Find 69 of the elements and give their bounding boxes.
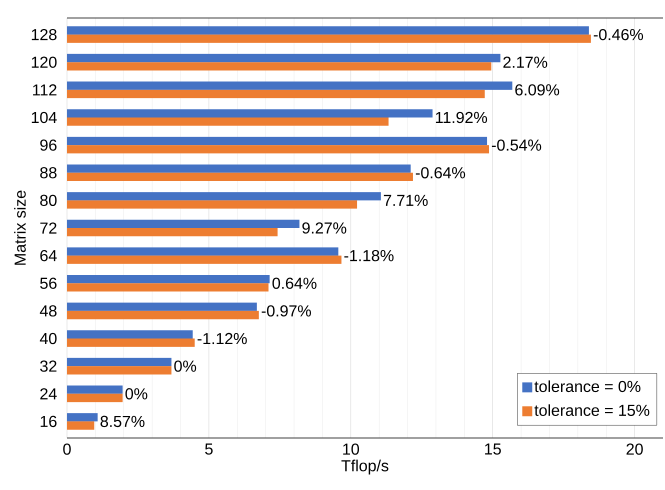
y-tick-label: 96 bbox=[40, 139, 57, 151]
annotation: -0.46% bbox=[594, 28, 644, 40]
y-tick-label: 24 bbox=[40, 388, 57, 400]
x-tick-label: 0 bbox=[63, 444, 71, 455]
legend-label: tolerance = 15% bbox=[534, 404, 650, 416]
bar bbox=[67, 109, 433, 118]
bar bbox=[67, 274, 270, 284]
bar bbox=[67, 172, 413, 182]
y-tick-label: 128 bbox=[32, 28, 57, 40]
y-tick-label: 64 bbox=[40, 250, 57, 262]
x-tick-label: 10 bbox=[343, 444, 360, 455]
annotation: -0.97% bbox=[262, 305, 311, 317]
bar bbox=[67, 330, 193, 339]
bar bbox=[67, 421, 94, 430]
bar bbox=[67, 386, 123, 394]
y-tick-label: 48 bbox=[40, 305, 57, 317]
bar bbox=[67, 192, 381, 200]
bar bbox=[67, 228, 278, 236]
y-tick-label: 120 bbox=[32, 56, 57, 68]
y-tick-label: 104 bbox=[32, 112, 57, 124]
bar bbox=[67, 200, 358, 209]
bar bbox=[67, 136, 488, 146]
y-tick-label: 32 bbox=[40, 360, 56, 372]
bar bbox=[67, 358, 172, 366]
annotation: -1.18% bbox=[344, 250, 394, 262]
annotation: 7.71% bbox=[384, 194, 428, 206]
x-axis-title: Tflop/s bbox=[341, 460, 388, 475]
annotation: -1.12% bbox=[198, 332, 247, 344]
bar bbox=[67, 26, 589, 35]
annotation: 9.27% bbox=[302, 222, 346, 234]
y-tick-label: 112 bbox=[33, 84, 56, 96]
bar bbox=[67, 283, 269, 292]
bar bbox=[67, 310, 259, 320]
legend-label: tolerance = 0% bbox=[534, 380, 640, 392]
annotation: -0.54% bbox=[492, 139, 542, 151]
x-tick-label: 20 bbox=[626, 444, 643, 455]
annotation: 0% bbox=[125, 388, 148, 400]
bar bbox=[67, 413, 98, 422]
bar bbox=[67, 164, 411, 173]
bar bbox=[67, 256, 342, 264]
bar bbox=[67, 62, 492, 70]
bar bbox=[67, 117, 389, 126]
y-tick-label: 40 bbox=[40, 332, 57, 344]
y-tick-label: 80 bbox=[40, 194, 57, 206]
annotation: 8.57% bbox=[100, 416, 144, 428]
bar bbox=[67, 82, 512, 90]
annotation: 0.64% bbox=[272, 278, 316, 289]
bar bbox=[67, 90, 485, 98]
y-tick-label: 72 bbox=[40, 222, 56, 234]
bar bbox=[67, 366, 172, 374]
bar bbox=[67, 247, 338, 256]
annotation: 11.92% bbox=[436, 112, 488, 124]
annotation: -0.64% bbox=[416, 167, 466, 178]
bar bbox=[67, 394, 123, 402]
bar bbox=[67, 302, 257, 311]
bar bbox=[67, 54, 500, 62]
x-tick-label: 5 bbox=[205, 444, 213, 455]
y-tick-label: 56 bbox=[40, 278, 57, 289]
y-tick-label: 88 bbox=[40, 167, 57, 178]
annotation: 0% bbox=[174, 360, 196, 372]
bar bbox=[67, 145, 490, 154]
y-tick-label: 16 bbox=[40, 416, 57, 428]
annotation: 2.17% bbox=[503, 56, 548, 68]
y-axis-title: Matrix size bbox=[14, 190, 26, 265]
bar bbox=[67, 34, 591, 43]
bar bbox=[67, 338, 195, 347]
annotation: 6.09% bbox=[515, 84, 560, 96]
x-tick-label: 15 bbox=[485, 444, 501, 455]
bar bbox=[67, 220, 300, 228]
